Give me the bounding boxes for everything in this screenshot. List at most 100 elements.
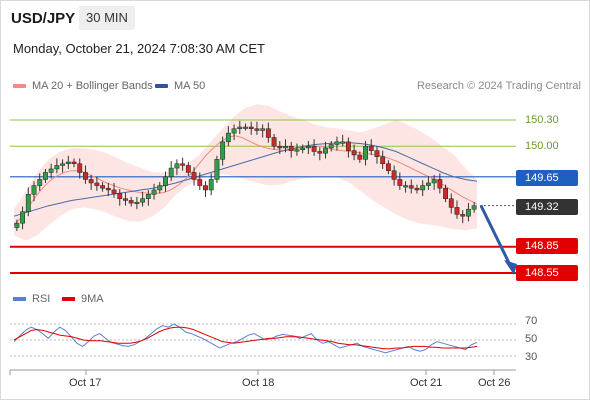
candle-body [340,141,346,144]
legend-9ma-label: 9MA [81,293,104,305]
candle-body [123,198,128,201]
candle-body [191,172,197,180]
candle-body [20,211,25,224]
candle-body [117,193,123,199]
legend-rsi-label: RSI [32,293,51,305]
symbol-label: USD/JPY [11,10,76,27]
candle-body [220,141,226,160]
candle-body [323,147,328,154]
candle-body [145,194,151,199]
rsi-tick-70: 70 [525,315,538,327]
candle-body [25,194,31,213]
candle-body [43,172,48,180]
candle-body [380,156,386,164]
candle-body [283,145,288,149]
legend-9ma: 9MA [62,293,104,305]
x-label-oct21: Oct 21 [410,377,443,389]
candle-body [425,182,431,186]
candle-body [185,165,191,173]
candle-body [134,201,140,204]
candle-body [420,185,426,191]
candle-body [88,179,94,184]
candle-body [277,145,283,149]
candle-body [437,179,443,189]
candle-body [334,141,340,145]
level-label-150-00: 150.00 [525,140,559,152]
candle-body [168,167,174,178]
candle-body [151,189,157,195]
candle-body [466,208,471,217]
candle-body [254,128,260,131]
candle-body [385,163,391,171]
x-label-oct17: Oct 17 [69,377,102,389]
candle-body [357,154,363,160]
level-label-148-55: 148.55 [516,265,578,281]
x-label-oct26: Oct 26 [478,377,511,389]
candle-body [288,145,294,151]
candle-body [248,126,254,129]
candle-body [265,128,271,138]
candle-body [77,163,83,173]
candle-body [14,222,20,228]
candle-body [157,185,163,191]
candle-body [363,145,368,160]
ma50-swatch [155,84,168,89]
candle-body [163,176,168,186]
rsi-line [13,323,478,354]
candle-body [271,137,277,147]
research-credit: Research © 2024 Trading Central [416,80,581,92]
candle-body [443,187,448,199]
candle-body [311,145,317,152]
candle-body [60,163,66,166]
candle-body [208,179,214,191]
candle-body [214,159,220,180]
candle-body [351,150,357,156]
forecast-arrow [479,205,513,268]
candle-body [94,182,100,186]
candle-body [83,172,88,180]
candle-body [54,165,60,170]
9ma-swatch [62,297,75,302]
level-label-150-30: 150.30 [525,114,559,126]
candle-body [260,128,266,131]
level-label-148-85: 148.85 [516,238,578,254]
candle-body [203,185,208,191]
legend-ma20: MA 20 + Bollinger Bands [13,80,153,92]
bollinger-band [14,104,477,241]
candle-body [100,185,106,189]
candle-body [471,205,477,210]
candle-body [397,179,403,186]
candle-body [71,161,77,164]
candle-body [174,163,180,169]
candle-body [345,141,351,151]
candle-body [294,149,300,152]
candle-body [37,179,43,186]
candle-body [197,179,203,186]
candle-body [454,207,460,215]
candle-body [328,144,334,149]
candle-body [305,145,311,149]
candle-body [414,187,420,191]
forecast-arrowhead [504,260,517,275]
candle-body [391,170,397,180]
x-label-oct18: Oct 18 [242,377,275,389]
candle-body [448,198,454,208]
level-label-149-32: 149.32 [516,199,578,215]
rsi-tick-30: 30 [525,351,538,363]
ma50-line [13,142,478,217]
legend-ma50-label: MA 50 [174,80,206,92]
timeframe-badge[interactable]: 30 MIN [79,6,135,30]
candle-body [48,168,54,173]
rsi-swatch [13,297,26,302]
candle-body [231,128,237,134]
chart-header: USD/JPY 30 MIN [0,0,590,36]
candle-body [408,185,414,189]
candle-body [128,200,134,204]
candle-body [317,151,323,154]
candle-body [225,132,231,143]
candle-body [460,214,466,217]
ma20-swatch [13,84,26,89]
candle-body [431,179,437,184]
rsi-9ma-line [13,326,478,350]
